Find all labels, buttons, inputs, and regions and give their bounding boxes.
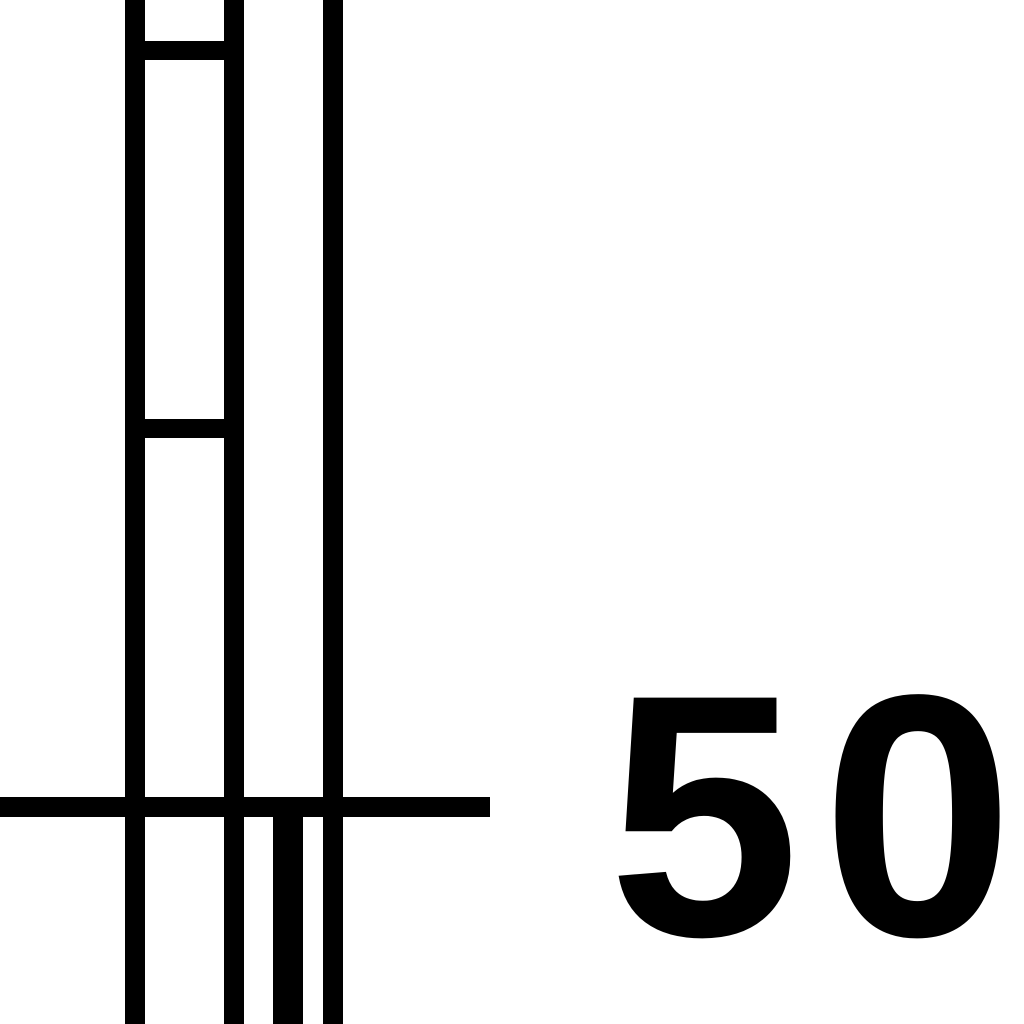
horizontal-segment: [145, 419, 224, 438]
vertical-line: [323, 0, 343, 1024]
horizontal-segment: [145, 41, 224, 60]
axis-line: [0, 797, 490, 817]
vertical-line: [125, 0, 145, 1024]
label: 50: [608, 624, 1024, 1009]
tick-bar: [273, 817, 303, 1024]
vertical-line: [224, 0, 244, 1024]
